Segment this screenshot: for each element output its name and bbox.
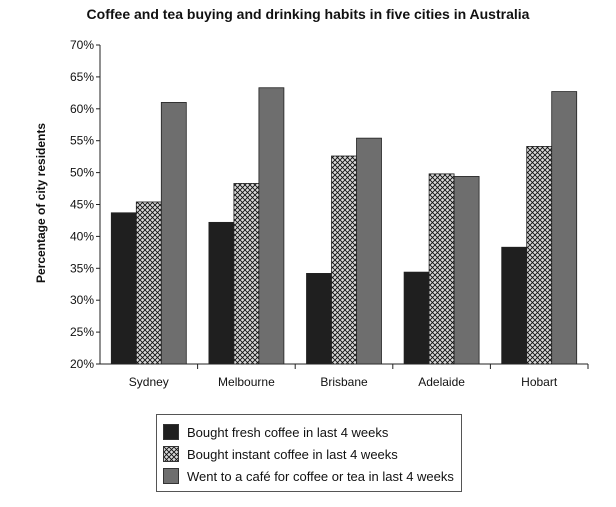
plot-area: 20% 25% 30% 35% 40% 45% 50% 55% 60% 65% 70% Sydney M… [70,38,589,389]
legend-swatch [163,446,179,462]
bar [331,155,357,365]
bar-chart: 20% 25% 30% 35% 40% 45% 50% 55% 60% 65% 70% Sydney M… [34,38,589,389]
bar [551,91,578,365]
x-tick-label: Hobart [521,375,558,389]
y-tick-label: 50% [70,166,94,180]
x-tick-label: Adelaide [418,375,465,389]
legend-item: Bought fresh coffee in last 4 weeks [163,421,461,443]
y-tick-label: 55% [70,134,94,148]
x-tick-label: Melbourne [218,375,275,389]
y-tick-label: 45% [70,198,94,212]
y-tick-label: 60% [70,102,94,116]
bar [403,271,430,365]
legend-item: Went to a café for coffee or tea in last… [163,465,461,487]
legend: Bought fresh coffee in last 4 weeks Boug… [156,414,462,492]
chart-title: Coffee and tea buying and drinking habit… [86,6,530,22]
y-tick-label: 70% [70,38,94,52]
bar [453,176,480,365]
bar [135,201,162,365]
bar [258,87,285,365]
y-tick-label: 25% [70,325,94,339]
legend-swatch [163,424,179,440]
bar [233,183,260,365]
bar [160,102,187,365]
legend-label: Bought fresh coffee in last 4 weeks [187,424,389,440]
y-tick-label: 40% [70,229,94,243]
bar [356,137,382,365]
bar [501,246,528,365]
y-tick-label: 30% [70,293,94,307]
bar [208,221,235,365]
legend-item: Bought instant coffee in last 4 weeks [163,443,461,465]
legend-label: Bought instant coffee in last 4 weeks [187,446,398,462]
y-tick-label: 35% [70,261,94,275]
legend-label: Went to a café for coffee or tea in last… [187,468,454,484]
y-axis-label: Percentage of city residents [34,123,48,283]
y-tick-label: 65% [70,70,94,84]
x-tick-label: Sydney [129,375,169,389]
y-tick-label: 20% [70,357,94,371]
bar [526,146,553,365]
bar [306,273,332,365]
x-tick-label: Brisbane [320,375,368,389]
bar [110,212,137,365]
legend-swatch [163,468,179,484]
bar [428,173,455,365]
